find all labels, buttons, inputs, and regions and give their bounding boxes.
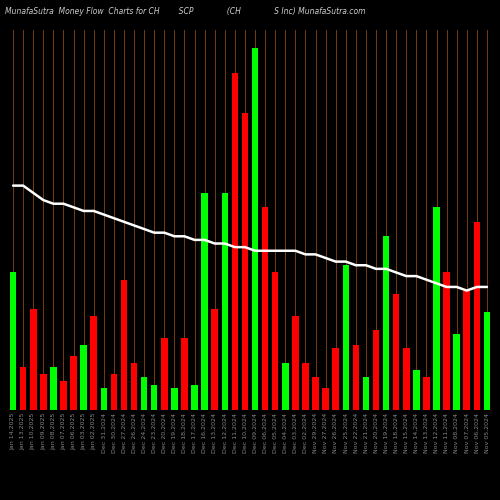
Bar — [181, 338, 188, 410]
Bar — [413, 370, 420, 410]
Bar — [484, 312, 490, 410]
Bar — [232, 74, 238, 410]
Bar — [60, 381, 67, 410]
Bar — [141, 378, 148, 410]
Bar — [322, 388, 329, 410]
Bar — [252, 48, 258, 410]
Bar — [464, 290, 470, 410]
Text: MunafaSutra  Money Flow  Charts for CH        SCP              (CH              : MunafaSutra Money Flow Charts for CH SCP… — [5, 8, 366, 16]
Bar — [171, 388, 177, 410]
Bar — [393, 294, 400, 410]
Bar — [20, 366, 26, 410]
Bar — [212, 308, 218, 410]
Bar — [80, 345, 87, 410]
Bar — [352, 345, 359, 410]
Bar — [120, 280, 127, 410]
Bar — [50, 366, 56, 410]
Bar — [30, 308, 36, 410]
Bar — [373, 330, 380, 410]
Bar — [332, 348, 339, 410]
Bar — [192, 384, 198, 410]
Bar — [110, 374, 117, 410]
Bar — [202, 193, 208, 410]
Bar — [161, 338, 168, 410]
Bar — [444, 272, 450, 410]
Bar — [362, 378, 369, 410]
Bar — [423, 378, 430, 410]
Bar — [40, 374, 46, 410]
Bar — [474, 222, 480, 410]
Bar — [342, 265, 349, 410]
Bar — [90, 316, 97, 410]
Bar — [312, 378, 319, 410]
Bar — [282, 363, 288, 410]
Bar — [100, 388, 107, 410]
Bar — [383, 236, 390, 410]
Bar — [302, 363, 308, 410]
Bar — [403, 348, 409, 410]
Bar — [262, 208, 268, 410]
Bar — [292, 316, 298, 410]
Bar — [151, 384, 158, 410]
Bar — [222, 193, 228, 410]
Bar — [131, 363, 138, 410]
Bar — [242, 113, 248, 410]
Bar — [454, 334, 460, 410]
Bar — [272, 272, 278, 410]
Bar — [10, 272, 16, 410]
Bar — [433, 208, 440, 410]
Bar — [70, 356, 77, 410]
